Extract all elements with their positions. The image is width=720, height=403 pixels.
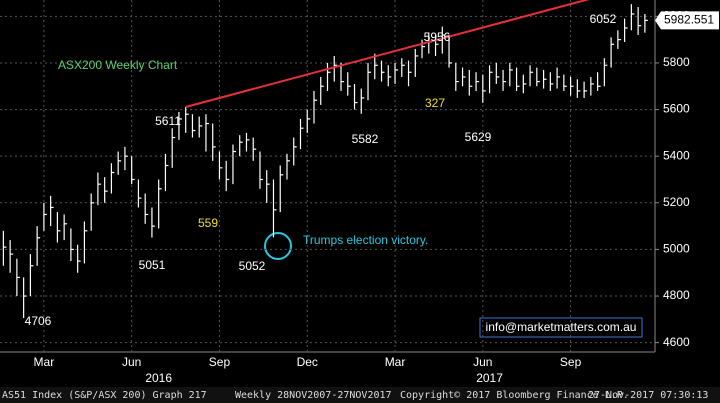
- x-tick-label: Sep: [209, 355, 231, 369]
- annotation: 6052: [590, 12, 617, 26]
- y-tick-label: 5600: [663, 102, 690, 116]
- footer-text: Weekly 28NOV2007-27NOV2017: [235, 390, 392, 401]
- chart-title: ASX200 Weekly Chart: [58, 58, 178, 72]
- highlight-circle: [264, 232, 292, 260]
- y-tick-label: 5800: [663, 55, 690, 69]
- footer-text: AS51 Index (S&P/ASX 200) Graph 217: [2, 390, 207, 401]
- watermark-box: [479, 317, 643, 338]
- annotation: 5051: [139, 258, 166, 272]
- x-tick-label: Dec: [297, 355, 318, 369]
- x-tick-label: Jun: [122, 355, 141, 369]
- annotation: Trumps election victory.: [303, 233, 428, 247]
- footer-bar: [0, 387, 720, 403]
- x-tick-label: Jun: [473, 355, 492, 369]
- annotation: 5629: [465, 130, 492, 144]
- trendline: [185, 0, 590, 108]
- y-tick-label: 5400: [663, 148, 690, 162]
- last-price-label: 5982.551: [664, 13, 714, 27]
- y-tick-label: 4600: [663, 335, 690, 349]
- year-label: 2017: [476, 371, 503, 385]
- last-price-pointer: [655, 11, 719, 30]
- year-label: 2016: [145, 371, 172, 385]
- annotation: 327: [425, 96, 445, 110]
- annotation: 5582: [352, 132, 379, 146]
- y-tick-label: 5000: [663, 242, 690, 256]
- x-tick-label: Mar: [34, 355, 55, 369]
- y-tick-label: 5200: [663, 195, 690, 209]
- annotation: 559: [198, 216, 218, 230]
- annotation: 4706: [25, 314, 52, 328]
- y-tick-label: 4800: [663, 288, 690, 302]
- annotation: 5611: [155, 114, 181, 128]
- annotation: 5956: [424, 30, 451, 44]
- x-tick-label: Sep: [560, 355, 582, 369]
- footer-text: 27-Nov-2017 07:30:13: [588, 390, 708, 401]
- annotation: 5052: [239, 259, 266, 273]
- footer-text: Copyright© 2017 Bloomberg Finance L.P.: [400, 390, 629, 401]
- watermark: info@marketmatters.com.au: [486, 320, 637, 334]
- x-tick-label: Mar: [385, 355, 406, 369]
